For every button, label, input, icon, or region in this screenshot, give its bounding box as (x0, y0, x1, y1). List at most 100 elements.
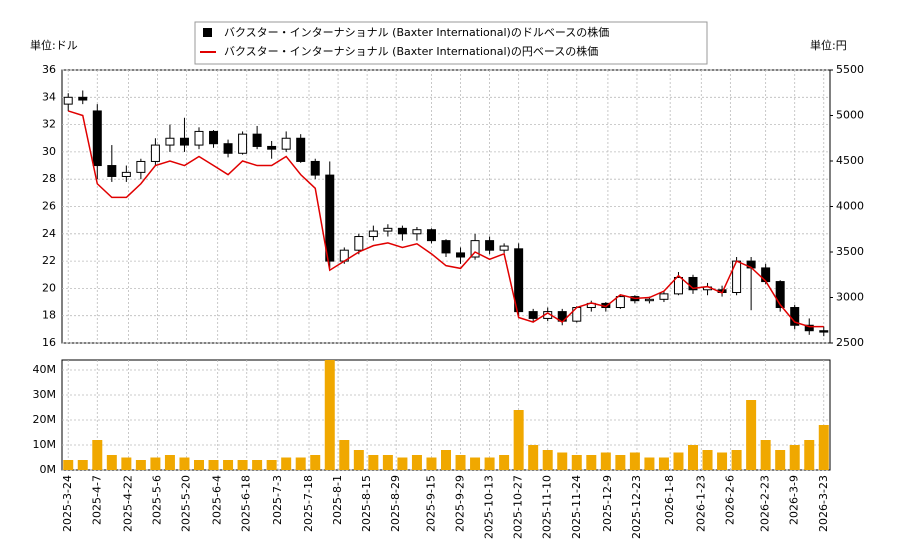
candle-body (296, 137, 306, 162)
candle-body (368, 230, 378, 238)
candle-body (673, 276, 683, 295)
y2-tick-label: 5500 (836, 63, 864, 76)
x-tick-label: 2025-10-27 (512, 475, 525, 539)
candle-body (397, 227, 407, 235)
candle-body (615, 296, 625, 309)
candle-body (470, 240, 480, 258)
volume-bar (688, 445, 699, 470)
volume-bar (150, 457, 161, 470)
volume-bar (818, 425, 829, 470)
x-tick-label: 2025-7-18 (302, 475, 315, 532)
candle-body (456, 252, 466, 258)
candle-body (514, 248, 524, 313)
unit-left: 単位:ドル (30, 38, 78, 52)
volume-tick-label: 30M (33, 388, 57, 401)
volume-tick-label: 40M (33, 363, 57, 376)
x-tick-label: 2025-12-23 (630, 475, 643, 539)
volume-bar (63, 460, 74, 470)
y-tick-label: 24 (42, 227, 56, 240)
volume-bar (92, 440, 103, 470)
y2-tick-label: 2500 (836, 336, 864, 349)
volume-bar (717, 452, 728, 470)
y-tick-label: 22 (42, 254, 56, 267)
x-tick-label: 2025-11-24 (570, 475, 583, 539)
y2-tick-label: 3000 (836, 291, 864, 304)
y-tick-label: 28 (42, 172, 56, 185)
candle-body (383, 227, 393, 232)
candle-body (441, 240, 451, 254)
legend-label: バクスター・インターナショナル (Baxter International)の円… (224, 44, 598, 58)
y-tick-label: 20 (42, 281, 56, 294)
volume-bar (106, 455, 117, 470)
volume-bar (804, 440, 815, 470)
candle-body (281, 137, 291, 150)
y2-tick-label: 4500 (836, 154, 864, 167)
x-tick-label: 2025-4-7 (90, 475, 103, 525)
x-tick-label: 2026-1-8 (663, 475, 676, 525)
volume-bar (470, 457, 481, 470)
candle-body (252, 133, 262, 147)
volume-bar (411, 455, 422, 470)
x-tick-label: 2025-11-10 (541, 475, 554, 539)
candle-body (194, 130, 204, 146)
volume-bar (658, 457, 669, 470)
candle-body (136, 160, 146, 173)
volume-bar (499, 455, 510, 470)
candle-body (644, 298, 654, 302)
candle-body (761, 267, 771, 283)
volume-bar (237, 460, 248, 470)
volume-bar (731, 450, 742, 470)
volume-bar (775, 450, 786, 470)
candle-body (775, 281, 785, 309)
volume-bar (673, 452, 684, 470)
volume-bar (746, 400, 757, 470)
volume-bar (339, 440, 350, 470)
candle-body (310, 160, 320, 176)
x-tick-label: 2025-8-1 (331, 475, 344, 525)
candle-body (107, 165, 117, 177)
price-line (68, 110, 824, 328)
x-tick-label: 2025-5-6 (150, 475, 163, 525)
volume-bar (513, 410, 524, 470)
x-tick-label: 2026-3-23 (817, 475, 830, 532)
y2-tick-label: 3500 (836, 245, 864, 258)
legend-label: バクスター・インターナショナル (Baxter International)のド… (224, 25, 609, 39)
candle-body (78, 96, 88, 101)
x-tick-label: 2025-5-20 (180, 475, 193, 532)
volume-bar (164, 455, 175, 470)
volume-bar (615, 455, 626, 470)
x-tick-label: 2025-9-15 (424, 475, 437, 532)
candle-body (688, 276, 698, 291)
y2-tick-label: 5000 (836, 109, 864, 122)
volume-bar (484, 457, 495, 470)
y-tick-label: 18 (42, 309, 56, 322)
volume-bar (252, 460, 263, 470)
volume-bar (586, 455, 597, 470)
volume-bar (441, 450, 451, 470)
x-tick-label: 2026-3-9 (788, 475, 801, 525)
volume-bar (629, 452, 640, 470)
candle-body (528, 311, 538, 319)
volume-bar (281, 457, 292, 470)
candle-body (121, 171, 131, 177)
y-tick-label: 16 (42, 336, 56, 349)
candle-body (150, 144, 160, 162)
candle-body (412, 229, 422, 235)
volume-bar (179, 457, 190, 470)
candle-body (354, 236, 364, 251)
x-tick-label: 2025-8-15 (360, 475, 373, 532)
volume-bar (702, 450, 713, 470)
candle-body (179, 137, 189, 146)
volume-bar (600, 452, 611, 470)
volume-bar (557, 452, 568, 470)
x-tick-label: 2025-10-13 (483, 475, 496, 539)
x-tick-label: 2026-2-23 (759, 475, 772, 532)
candle-body (267, 145, 277, 150)
volume-bar (266, 460, 277, 470)
candle-body (426, 229, 436, 242)
volume-tick-label: 0M (40, 463, 57, 476)
volume-tick-label: 10M (33, 438, 57, 451)
x-tick-label: 2025-4-22 (121, 475, 134, 532)
y-tick-label: 32 (42, 118, 56, 131)
legend-box (194, 21, 708, 65)
